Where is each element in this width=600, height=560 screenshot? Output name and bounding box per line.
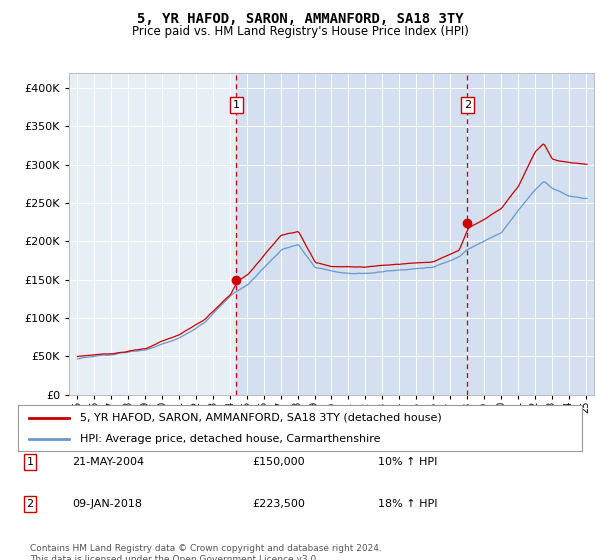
Text: HPI: Average price, detached house, Carmarthenshire: HPI: Average price, detached house, Carm… [80, 435, 380, 444]
Text: 18% ↑ HPI: 18% ↑ HPI [378, 499, 437, 509]
Text: 1: 1 [233, 100, 240, 110]
Text: 09-JAN-2018: 09-JAN-2018 [72, 499, 142, 509]
Text: 21-MAY-2004: 21-MAY-2004 [72, 457, 144, 467]
Text: 2: 2 [26, 499, 34, 509]
Text: £223,500: £223,500 [252, 499, 305, 509]
Bar [467, 73, 594, 395]
Text: 5, YR HAFOD, SARON, AMMANFORD, SA18 3TY (detached house): 5, YR HAFOD, SARON, AMMANFORD, SA18 3TY … [80, 413, 442, 423]
Text: 5, YR HAFOD, SARON, AMMANFORD, SA18 3TY: 5, YR HAFOD, SARON, AMMANFORD, SA18 3TY [137, 12, 463, 26]
Bar [236, 73, 467, 395]
Text: £150,000: £150,000 [252, 457, 305, 467]
Text: 2: 2 [464, 100, 471, 110]
Text: 1: 1 [26, 457, 34, 467]
Text: Price paid vs. HM Land Registry's House Price Index (HPI): Price paid vs. HM Land Registry's House … [131, 25, 469, 38]
Text: 10% ↑ HPI: 10% ↑ HPI [378, 457, 437, 467]
Text: Contains HM Land Registry data © Crown copyright and database right 2024.
This d: Contains HM Land Registry data © Crown c… [30, 544, 382, 560]
